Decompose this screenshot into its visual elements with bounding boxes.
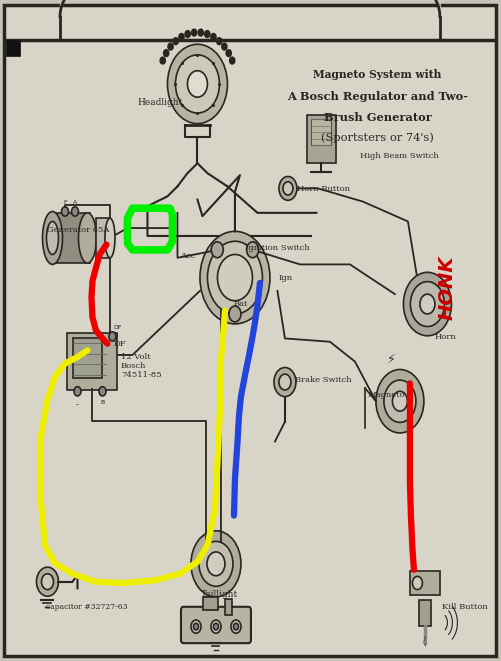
- Text: 12 Volt: 12 Volt: [121, 353, 151, 361]
- Bar: [410, 571, 440, 595]
- Circle shape: [410, 282, 444, 327]
- Circle shape: [279, 374, 291, 390]
- Text: Horn: Horn: [435, 333, 457, 341]
- Circle shape: [187, 71, 207, 97]
- Circle shape: [99, 387, 106, 396]
- Text: F: F: [63, 200, 67, 205]
- Text: -: -: [76, 400, 79, 409]
- Circle shape: [109, 332, 116, 341]
- Bar: [225, 599, 232, 615]
- Circle shape: [226, 50, 231, 56]
- Circle shape: [37, 567, 59, 596]
- Text: (Sportsters or 74's): (Sportsters or 74's): [321, 133, 434, 143]
- Circle shape: [283, 182, 293, 195]
- Bar: [73, 338, 102, 378]
- Text: Magneto: Magneto: [367, 391, 405, 399]
- Bar: [312, 119, 332, 145]
- Circle shape: [168, 44, 173, 50]
- Bar: [307, 115, 336, 163]
- Bar: [419, 600, 431, 626]
- Text: ⚡: ⚡: [387, 353, 396, 366]
- Circle shape: [384, 380, 416, 422]
- Bar: [68, 333, 117, 389]
- Circle shape: [72, 207, 79, 216]
- Text: Bosch: Bosch: [121, 362, 146, 370]
- Circle shape: [199, 541, 233, 586]
- Circle shape: [274, 368, 296, 397]
- Text: B: B: [100, 400, 105, 405]
- Bar: [203, 597, 218, 610]
- Circle shape: [279, 176, 297, 200]
- Ellipse shape: [43, 212, 63, 264]
- Text: A: A: [73, 200, 77, 205]
- Ellipse shape: [79, 213, 97, 263]
- Circle shape: [62, 207, 69, 216]
- Circle shape: [198, 29, 203, 36]
- Text: Bat: Bat: [233, 300, 248, 308]
- Circle shape: [403, 272, 451, 336]
- Circle shape: [167, 44, 227, 124]
- Circle shape: [185, 30, 190, 37]
- Text: Brush Generator: Brush Generator: [324, 112, 431, 123]
- Ellipse shape: [105, 218, 115, 258]
- Text: DF: DF: [114, 325, 122, 330]
- Text: Kill Button: Kill Button: [442, 603, 488, 611]
- Circle shape: [213, 623, 218, 630]
- Text: Magneto System with: Magneto System with: [313, 69, 441, 81]
- Circle shape: [211, 242, 223, 258]
- Ellipse shape: [47, 221, 59, 254]
- Text: Generator 65A: Generator 65A: [48, 226, 110, 234]
- Text: DF: DF: [114, 340, 127, 348]
- Circle shape: [211, 34, 216, 40]
- Circle shape: [229, 306, 241, 322]
- FancyBboxPatch shape: [181, 607, 251, 643]
- Circle shape: [233, 623, 238, 630]
- Text: A Bosch Regulator and Two-: A Bosch Regulator and Two-: [287, 91, 468, 102]
- Circle shape: [193, 623, 198, 630]
- Bar: [50, 213, 90, 262]
- Text: Brake Switch: Brake Switch: [295, 376, 352, 384]
- Circle shape: [246, 242, 259, 258]
- Circle shape: [217, 38, 222, 44]
- Text: Headlight: Headlight: [137, 98, 182, 107]
- Circle shape: [42, 574, 54, 590]
- Circle shape: [231, 620, 241, 633]
- Text: Horn Button: Horn Button: [298, 185, 350, 193]
- Circle shape: [207, 552, 225, 576]
- Bar: [96, 218, 109, 258]
- Circle shape: [191, 620, 201, 633]
- Text: HONK: HONK: [438, 255, 457, 320]
- Text: High Beam Switch: High Beam Switch: [360, 152, 439, 160]
- Circle shape: [191, 531, 241, 597]
- Text: capacitor #32727-63: capacitor #32727-63: [46, 603, 128, 611]
- Circle shape: [175, 55, 219, 113]
- Circle shape: [229, 58, 234, 64]
- Text: Ign: Ign: [279, 274, 293, 282]
- Bar: [6, 40, 20, 56]
- Circle shape: [200, 231, 270, 324]
- Text: Ignition Switch: Ignition Switch: [245, 244, 310, 252]
- Circle shape: [164, 50, 169, 56]
- Circle shape: [376, 369, 424, 433]
- Circle shape: [420, 294, 435, 314]
- Circle shape: [222, 44, 227, 50]
- Text: Taillight: Taillight: [201, 590, 238, 600]
- Circle shape: [207, 241, 263, 314]
- Circle shape: [412, 576, 422, 590]
- Circle shape: [179, 34, 184, 40]
- Text: 74511-85: 74511-85: [121, 371, 162, 379]
- Circle shape: [160, 58, 165, 64]
- Circle shape: [192, 29, 197, 36]
- Circle shape: [392, 391, 407, 411]
- Circle shape: [217, 254, 253, 301]
- Text: Acc: Acc: [180, 252, 195, 260]
- Circle shape: [205, 30, 210, 37]
- Circle shape: [74, 387, 81, 396]
- Circle shape: [211, 620, 221, 633]
- Circle shape: [173, 38, 178, 44]
